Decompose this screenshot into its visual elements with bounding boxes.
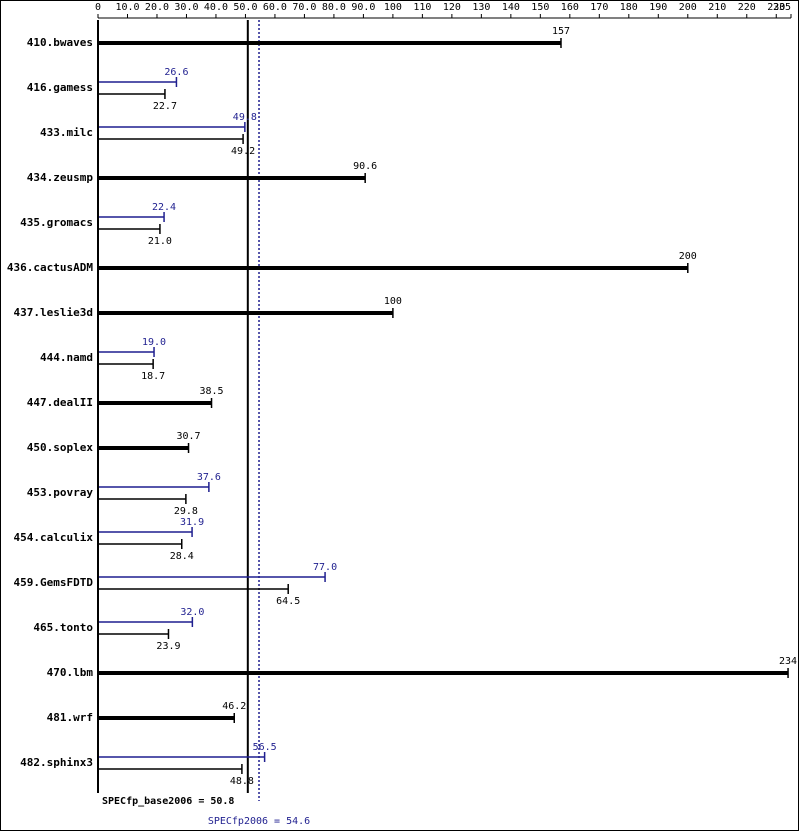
x-tick-label: 230	[767, 2, 785, 13]
value-label: 22.7	[153, 101, 177, 112]
x-tick-label: 100	[384, 2, 402, 13]
x-tick-label: 0	[95, 2, 101, 13]
value-label: 37.6	[197, 472, 221, 483]
value-label: 77.0	[313, 562, 337, 573]
value-label: 200	[679, 251, 697, 262]
x-tick-label: 130	[472, 2, 490, 13]
x-tick-label: 210	[708, 2, 726, 13]
category-label: 482.sphinx3	[20, 756, 93, 769]
x-tick-label: 110	[413, 2, 431, 13]
value-label: 49.8	[233, 112, 257, 123]
value-label: 48.8	[230, 776, 254, 787]
category-label: 435.gromacs	[20, 216, 93, 229]
value-label: 23.9	[156, 641, 180, 652]
value-label: 49.2	[231, 146, 255, 157]
category-label: 450.soplex	[27, 441, 94, 454]
value-label: 32.0	[180, 607, 204, 618]
reference-label: SPECfp2006 = 54.6	[208, 816, 310, 827]
value-label: 100	[384, 296, 402, 307]
x-tick-label: 160	[561, 2, 579, 13]
value-label: 18.7	[141, 371, 165, 382]
value-label: 22.4	[152, 202, 176, 213]
value-label: 28.4	[170, 551, 194, 562]
category-label: 454.calculix	[14, 531, 94, 544]
value-label: 56.5	[253, 742, 277, 753]
value-label: 19.0	[142, 337, 166, 348]
x-tick-label: 30.0	[174, 2, 198, 13]
value-label: 38.5	[199, 386, 223, 397]
category-label: 453.povray	[27, 486, 94, 499]
category-label: 481.wrf	[47, 711, 93, 724]
category-label: 459.GemsFDTD	[14, 576, 94, 589]
x-tick-label: 20.0	[145, 2, 169, 13]
category-label: 447.dealII	[27, 396, 93, 409]
value-label: 30.7	[176, 431, 200, 442]
category-label: 433.milc	[40, 126, 93, 139]
category-label: 465.tonto	[33, 621, 93, 634]
value-label: 46.2	[222, 701, 246, 712]
x-tick-label: 50.0	[233, 2, 257, 13]
value-label: 90.6	[353, 161, 377, 172]
x-tick-label: 70.0	[292, 2, 316, 13]
category-label: 437.leslie3d	[14, 306, 93, 319]
category-label: 416.gamess	[27, 81, 93, 94]
x-tick-label: 150	[531, 2, 549, 13]
category-label: 436.cactusADM	[7, 261, 93, 274]
reference-label: SPECfp_base2006 = 50.8	[102, 796, 234, 807]
category-label: 470.lbm	[47, 666, 94, 679]
value-label: 157	[552, 26, 570, 37]
value-label: 64.5	[276, 596, 300, 607]
x-tick-label: 40.0	[204, 2, 228, 13]
category-label: 410.bwaves	[27, 36, 93, 49]
x-tick-label: 235	[773, 2, 791, 13]
category-label: 444.namd	[40, 351, 93, 364]
category-label: 434.zeusmp	[27, 171, 94, 184]
x-tick-label: 90.0	[351, 2, 375, 13]
x-tick-label: 190	[649, 2, 667, 13]
x-tick-label: 80.0	[322, 2, 346, 13]
x-tick-label: 220	[738, 2, 756, 13]
value-label: 26.6	[164, 67, 188, 78]
x-tick-label: 120	[443, 2, 461, 13]
x-tick-label: 140	[502, 2, 520, 13]
x-tick-label: 170	[590, 2, 608, 13]
x-tick-label: 10.0	[115, 2, 139, 13]
value-label: 29.8	[174, 506, 198, 517]
value-label: 31.9	[180, 517, 204, 528]
x-tick-label: 200	[679, 2, 697, 13]
value-label: 21.0	[148, 236, 172, 247]
value-label: 234	[779, 656, 797, 667]
x-tick-label: 180	[620, 2, 638, 13]
x-tick-label: 60.0	[263, 2, 287, 13]
